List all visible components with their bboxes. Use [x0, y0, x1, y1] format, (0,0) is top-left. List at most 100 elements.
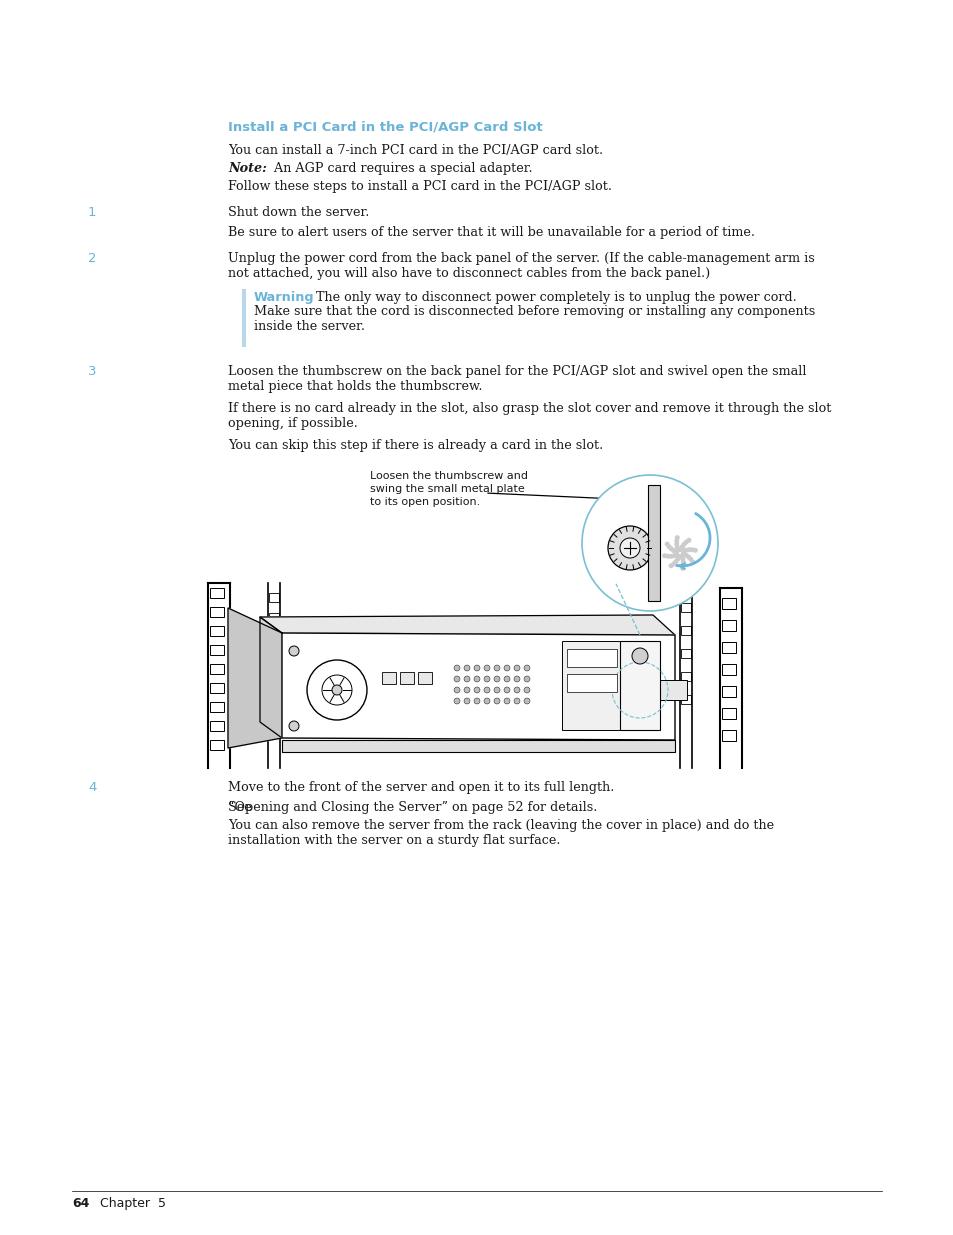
Bar [721, 685, 735, 697]
Text: Make sure that the cord is disconnected before removing or installing any compon: Make sure that the cord is disconnected … [253, 305, 815, 317]
Circle shape [671, 548, 676, 553]
Circle shape [631, 648, 647, 664]
Circle shape [474, 676, 479, 682]
Bar [210, 626, 224, 636]
Bar [269, 713, 278, 722]
Bar [561, 641, 621, 730]
Text: Note:: Note: [228, 162, 267, 175]
Polygon shape [282, 634, 675, 740]
Circle shape [668, 563, 673, 568]
Circle shape [686, 537, 691, 542]
Text: 64: 64 [71, 1197, 90, 1210]
Bar [210, 740, 224, 750]
Text: installation with the server on a sturdy flat surface.: installation with the server on a sturdy… [228, 834, 560, 847]
Circle shape [483, 687, 490, 693]
Bar [646, 680, 686, 700]
Bar [721, 730, 735, 741]
Bar [417, 672, 432, 684]
Circle shape [678, 547, 682, 552]
Bar [269, 634, 278, 642]
Bar [210, 588, 224, 598]
Circle shape [683, 540, 688, 545]
Bar [242, 289, 246, 347]
Bar [721, 664, 735, 676]
Bar [210, 701, 224, 713]
Circle shape [463, 676, 470, 682]
Bar [269, 673, 278, 682]
Bar [381, 672, 395, 684]
Circle shape [671, 553, 676, 558]
Circle shape [676, 555, 680, 559]
Circle shape [523, 698, 530, 704]
Text: You can skip this step if there is already a card in the slot.: You can skip this step if there is alrea… [228, 438, 602, 452]
Circle shape [682, 547, 688, 553]
Text: 2: 2 [88, 252, 96, 266]
Circle shape [692, 548, 698, 553]
Text: 4: 4 [88, 781, 96, 794]
Text: metal piece that holds the thumbscrew.: metal piece that holds the thumbscrew. [228, 380, 482, 393]
Bar [721, 620, 735, 631]
Circle shape [454, 664, 459, 671]
Bar [566, 674, 617, 692]
Circle shape [289, 646, 298, 656]
Circle shape [503, 664, 510, 671]
Bar [566, 650, 617, 667]
Circle shape [689, 547, 694, 552]
Circle shape [688, 557, 693, 562]
Polygon shape [228, 608, 282, 748]
Circle shape [690, 559, 695, 564]
Bar [721, 642, 735, 653]
Circle shape [503, 676, 510, 682]
Circle shape [523, 676, 530, 682]
Circle shape [523, 687, 530, 693]
Circle shape [664, 542, 669, 547]
Circle shape [675, 557, 679, 562]
Circle shape [454, 687, 459, 693]
Circle shape [673, 559, 678, 564]
Circle shape [686, 547, 691, 552]
Circle shape [668, 546, 673, 552]
Circle shape [680, 563, 685, 568]
Text: You can install a 7-inch PCI card in the PCI/AGP card slot.: You can install a 7-inch PCI card in the… [228, 144, 602, 157]
Circle shape [675, 547, 680, 552]
Circle shape [581, 475, 718, 611]
Bar [210, 664, 224, 674]
Bar [721, 598, 735, 609]
Text: 3: 3 [88, 366, 96, 378]
Text: “Opening and Closing the Server” on page 52 for details.: “Opening and Closing the Server” on page… [228, 802, 597, 814]
Bar [721, 708, 735, 719]
Text: Be sure to alert users of the server that it will be unavailable for a period of: Be sure to alert users of the server tha… [228, 226, 754, 240]
Text: The only way to disconnect power completely is to unplug the power cord.: The only way to disconnect power complet… [308, 291, 796, 304]
Bar [399, 672, 414, 684]
Bar [647, 485, 659, 600]
Circle shape [474, 687, 479, 693]
Text: Follow these steps to install a PCI card in the PCI/AGP slot.: Follow these steps to install a PCI card… [228, 180, 612, 193]
Circle shape [666, 545, 671, 550]
Bar [269, 593, 278, 601]
Circle shape [679, 557, 684, 562]
Circle shape [523, 664, 530, 671]
Circle shape [474, 698, 479, 704]
Circle shape [680, 559, 685, 564]
Circle shape [503, 687, 510, 693]
Circle shape [514, 676, 519, 682]
Circle shape [674, 545, 679, 550]
Bar [680, 695, 690, 704]
Text: Loosen the thumbscrew and
swing the small metal plate
to its open position.: Loosen the thumbscrew and swing the smal… [370, 471, 527, 508]
Bar [269, 613, 278, 622]
Bar [680, 672, 690, 680]
Bar [210, 645, 224, 655]
Bar [269, 693, 278, 701]
Text: not attached, you will also have to disconnect cables from the back panel.): not attached, you will also have to disc… [228, 267, 709, 280]
Text: See: See [228, 802, 255, 814]
Circle shape [503, 698, 510, 704]
Polygon shape [260, 618, 282, 739]
Circle shape [661, 553, 666, 558]
Text: 1: 1 [88, 206, 96, 219]
Circle shape [664, 553, 670, 558]
Text: If there is no card already in the slot, also grasp the slot cover and remove it: If there is no card already in the slot,… [228, 403, 830, 415]
Circle shape [494, 676, 499, 682]
Circle shape [463, 687, 470, 693]
Circle shape [674, 550, 679, 555]
Circle shape [454, 676, 459, 682]
